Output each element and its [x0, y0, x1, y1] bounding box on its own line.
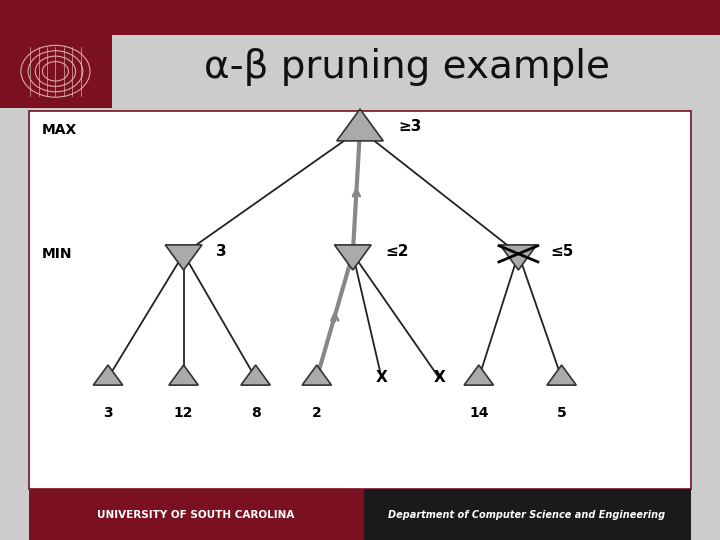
Polygon shape	[500, 245, 537, 270]
Text: α-β pruning example: α-β pruning example	[204, 49, 610, 86]
Text: X: X	[376, 370, 387, 386]
Polygon shape	[464, 365, 493, 385]
Text: ≤5: ≤5	[551, 244, 574, 259]
Bar	[29, 489, 364, 540]
Text: MIN: MIN	[42, 247, 72, 261]
Text: ≤2: ≤2	[385, 244, 409, 259]
Polygon shape	[337, 109, 383, 141]
Text: 14: 14	[469, 406, 489, 420]
Bar	[0, 0, 720, 35]
Text: 5: 5	[557, 406, 567, 420]
Polygon shape	[94, 365, 122, 385]
Polygon shape	[302, 365, 331, 385]
Text: MAX: MAX	[42, 123, 77, 137]
Bar	[0, 35, 112, 108]
Text: X: X	[433, 370, 445, 386]
Text: 3: 3	[103, 406, 113, 420]
Polygon shape	[166, 245, 202, 270]
Bar	[29, 111, 691, 489]
Polygon shape	[241, 365, 270, 385]
Text: 12: 12	[174, 406, 194, 420]
Polygon shape	[547, 365, 576, 385]
Text: 3: 3	[216, 244, 227, 259]
Bar	[364, 489, 691, 540]
Text: UNIVERSITY OF SOUTH CAROLINA: UNIVERSITY OF SOUTH CAROLINA	[97, 510, 294, 519]
Text: Department of Computer Science and Engineering: Department of Computer Science and Engin…	[389, 510, 665, 519]
Text: 2: 2	[312, 406, 322, 420]
Text: 8: 8	[251, 406, 261, 420]
Text: ≥3: ≥3	[398, 119, 421, 134]
Polygon shape	[334, 245, 372, 270]
Polygon shape	[169, 365, 198, 385]
